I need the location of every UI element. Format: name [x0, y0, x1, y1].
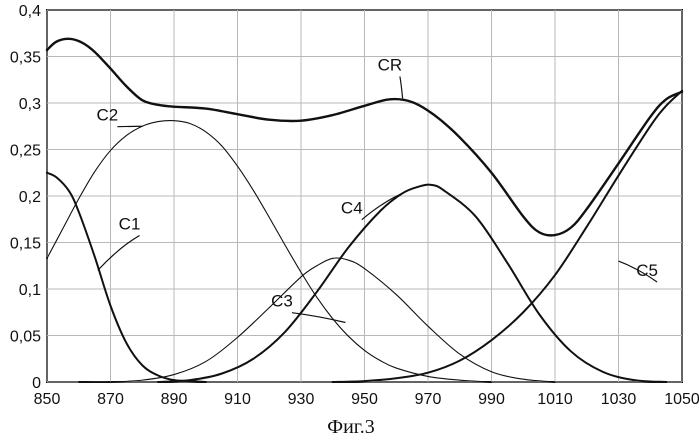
- y-tick-label: 0,35: [10, 50, 41, 67]
- grid-layer: [47, 10, 682, 382]
- x-tick-label: 890: [161, 391, 188, 408]
- y-tick-label: 0,05: [10, 329, 41, 346]
- y-tick-label: 0,3: [19, 96, 41, 113]
- figure-caption: Фиг.3: [327, 416, 374, 438]
- x-tick-label: 1030: [601, 391, 637, 408]
- y-tick-label: 0,4: [19, 3, 41, 20]
- y-tick-label: 0,15: [10, 236, 41, 253]
- y-tick-label: 0,25: [10, 143, 41, 160]
- x-tick-label: 1050: [664, 391, 699, 408]
- annotation-label-c4: C4: [341, 199, 363, 218]
- x-tick-label: 910: [224, 391, 251, 408]
- y-tick-label: 0,1: [19, 282, 41, 299]
- annotation-label-c2: C2: [96, 106, 118, 125]
- annotation-label-cr: CR: [378, 55, 403, 74]
- x-tick-label: 990: [478, 391, 505, 408]
- x-tick-label: 870: [97, 391, 124, 408]
- y-tick-label: 0: [32, 375, 41, 392]
- annotation-label-c5: C5: [636, 261, 658, 280]
- annotation-label-c1: C1: [119, 214, 141, 233]
- y-tick-label: 0,2: [19, 189, 41, 206]
- x-tick-label: 930: [288, 391, 315, 408]
- annotation-label-c3: C3: [271, 292, 293, 311]
- x-tick-label: 950: [351, 391, 378, 408]
- x-tick-label: 850: [34, 391, 61, 408]
- x-tick-label: 1010: [537, 391, 573, 408]
- x-tick-label: 970: [415, 391, 442, 408]
